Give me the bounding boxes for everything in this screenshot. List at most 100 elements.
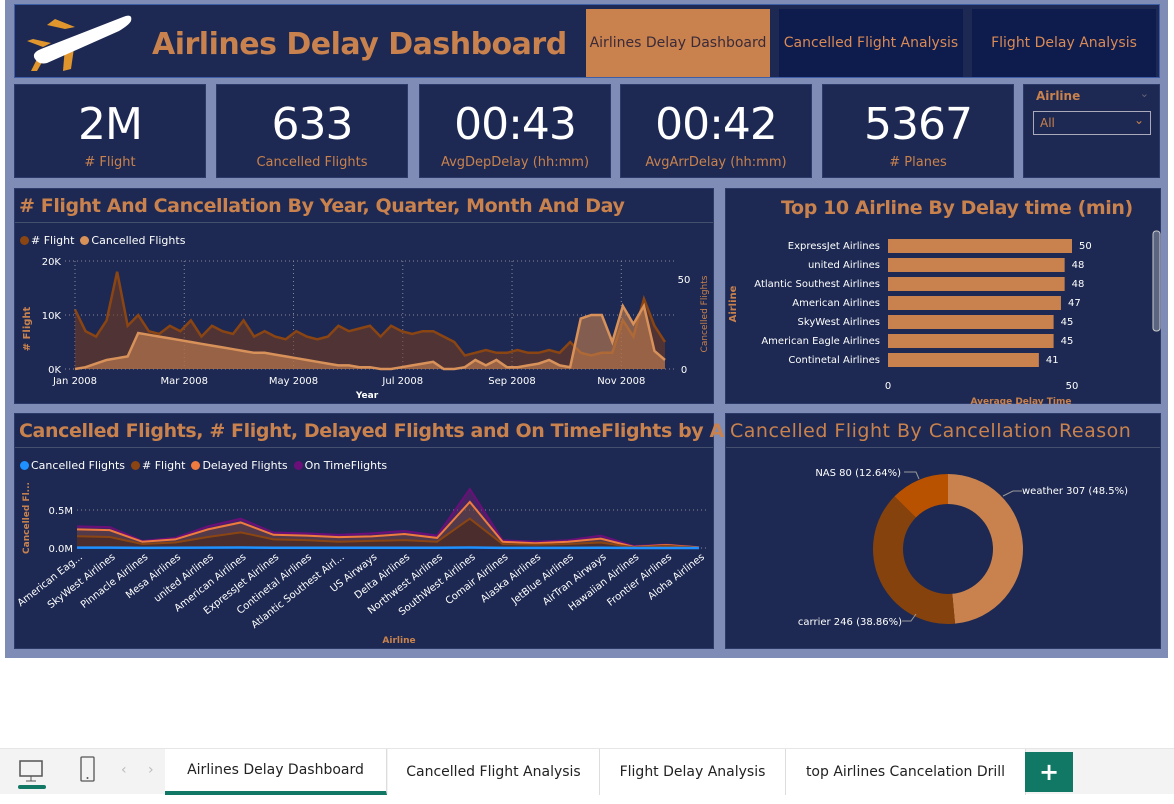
nav-airlines-delay-dashboard[interactable]: Airlines Delay Dashboard	[586, 9, 770, 77]
kpi-value: 633	[271, 99, 354, 150]
kpi-label: # Planes	[889, 155, 947, 170]
chevron-down-icon[interactable]: ⌄	[1139, 87, 1149, 100]
donut-slice-nas	[894, 474, 948, 518]
tab-airlines-delay-dashboard[interactable]: Airlines Delay Dashboard	[165, 749, 387, 795]
slicer-label: Airline	[1036, 89, 1081, 103]
chart-legend: Cancelled Flights # Flight Delayed Fligh…	[20, 459, 387, 472]
bar	[888, 277, 1065, 291]
bar-category-label: SkyWest Airlines	[798, 317, 880, 328]
scrollbar[interactable]	[1152, 230, 1161, 332]
chart-title: # Flight And Cancellation By Year, Quart…	[19, 195, 625, 217]
delay-bar-chart: Airline Average Delay Time ExpressJet Ai…	[728, 230, 1161, 405]
chart-legend: # Flight Cancelled Flights	[20, 234, 185, 247]
y-tick-label: 0.0M	[48, 544, 73, 555]
header-bar: Airlines Delay Dashboard Airlines Delay …	[14, 4, 1160, 78]
kpi-avg-dep-delay: 00:43 AvgDepDelay (hh:mm)	[419, 84, 611, 178]
chart-title: Cancelled Flight By Cancellation Reason	[730, 420, 1132, 442]
bar-data-label: 45	[1061, 317, 1074, 328]
y-tick-label: 0.5M	[48, 506, 73, 517]
series-line-cancelled-flights	[74, 302, 666, 371]
report-canvas: Airlines Delay Dashboard Airlines Delay …	[5, 0, 1168, 658]
chart-title: Cancelled Flights, # Flight, Delayed Fli…	[19, 420, 777, 442]
airline-flights-panel: Cancelled Flights, # Flight, Delayed Fli…	[14, 413, 777, 649]
y2-axis-title: Cancelled Flights	[700, 275, 710, 352]
desktop-view-icon[interactable]	[18, 759, 46, 789]
kpi-label: Cancelled Flights	[256, 155, 368, 170]
bar-data-label: 48	[1072, 279, 1085, 290]
bar-data-label: 47	[1068, 298, 1081, 309]
bar-category-label: Continetal Airlines	[788, 355, 880, 366]
series-line-on-timeflights	[76, 487, 700, 549]
slicer-dropdown[interactable]: All ⌄	[1033, 111, 1151, 135]
leader-line	[904, 471, 920, 480]
tab-cancelled-flight-analysis[interactable]: Cancelled Flight Analysis	[388, 749, 600, 795]
series-area-0	[75, 271, 665, 369]
x-axis-title: Year	[355, 391, 379, 401]
legend-item[interactable]: On TimeFlights	[293, 459, 387, 472]
slicer-value: All	[1040, 116, 1055, 130]
legend-item[interactable]: # Flight	[20, 234, 74, 247]
donut-data-label: weather 307 (48.5%)	[1022, 486, 1128, 497]
x-tick-label: Jul 2008	[381, 376, 423, 387]
top-airlines-delay-panel: Top 10 Airline By Delay time (min) Airli…	[725, 188, 1161, 405]
series-area-1	[77, 518, 699, 548]
series-line--flight	[76, 517, 700, 549]
nav-cancelled-flight-analysis[interactable]: Cancelled Flight Analysis	[779, 9, 963, 77]
bar-category-label: American Eagle Airlines	[761, 336, 880, 347]
scroll-right-icon[interactable]: ›	[148, 762, 154, 778]
chevron-down-icon: ⌄	[1133, 113, 1144, 127]
mobile-view-icon[interactable]	[79, 755, 97, 785]
y-tick-label: 20K	[42, 257, 62, 268]
bar-data-label: 45	[1061, 336, 1074, 347]
kpi-value: 00:43	[454, 99, 577, 150]
x-tick-label: 0	[885, 381, 891, 392]
page-title: Airlines Delay Dashboard	[152, 27, 567, 62]
legend-item[interactable]: Delayed Flights	[191, 459, 288, 472]
kpi-value: 5367	[864, 99, 973, 150]
legend-item[interactable]: Cancelled Flights	[80, 234, 185, 247]
y2-tick-label: 0	[681, 365, 687, 376]
bar	[888, 239, 1072, 253]
y2-tick-label: 50	[678, 275, 691, 286]
timeline-chart: # Flight Cancelled Flights Year 0K 10K 20K…	[22, 257, 710, 401]
kpi-label: # Flight	[84, 155, 136, 170]
leader-line	[902, 613, 917, 622]
series-area-1	[75, 306, 665, 369]
tab-top-airlines-cancelation-drill[interactable]: top Airlines Cancelation Drill	[786, 749, 1026, 795]
y-axis-title: Airline	[728, 285, 739, 322]
y-tick-label: 10K	[42, 311, 62, 322]
kpi-label: AvgArrDelay (hh:mm)	[645, 155, 787, 170]
x-tick-label: Nov 2008	[597, 376, 645, 387]
bar	[888, 258, 1065, 272]
cancellation-donut-chart: weather 307 (48.5%) carrier 246 (38.86%) N…	[798, 468, 1128, 628]
add-page-button[interactable]: +	[1025, 752, 1073, 792]
airline-slicer: Airline ⌄ All ⌄	[1023, 84, 1160, 178]
kpi-flights: 2M # Flight	[14, 84, 206, 178]
cancellation-reason-panel: Cancelled Flight By Cancellation Reason …	[725, 413, 1161, 649]
x-tick-label: Mar 2008	[161, 376, 209, 387]
legend-item[interactable]: # Flight	[131, 459, 185, 472]
x-axis-title: Average Delay Time	[971, 397, 1072, 405]
nav-flight-delay-analysis[interactable]: Flight Delay Analysis	[972, 9, 1156, 77]
kpi-cancelled: 633 Cancelled Flights	[216, 84, 408, 178]
y-axis-title: Cancelled Fl...	[22, 482, 32, 554]
leader-line	[1002, 490, 1022, 497]
donut-data-label: NAS 80 (12.64%)	[815, 468, 901, 479]
kpi-label: AvgDepDelay (hh:mm)	[440, 155, 590, 170]
x-tick-label: Aloha Airlines	[646, 552, 707, 603]
airline-area-chart: Cancelled Fl... Airline 0.0M0.5MAmerican…	[16, 482, 709, 646]
series-line--flight	[73, 271, 667, 357]
donut-slice-carrier	[873, 496, 956, 624]
scroll-left-icon[interactable]: ‹	[121, 762, 127, 778]
bar-category-label: American Airlines	[792, 298, 880, 309]
x-tick-label: Sep 2008	[488, 376, 535, 387]
legend-item[interactable]: Cancelled Flights	[20, 459, 125, 472]
y-axis-title: # Flight	[22, 306, 33, 351]
tab-flight-delay-analysis[interactable]: Flight Delay Analysis	[600, 749, 786, 795]
bar-category-label: ExpressJet Airlines	[788, 241, 880, 252]
bar-data-label: 41	[1046, 355, 1059, 366]
airplane-icon	[27, 15, 132, 71]
bar	[888, 315, 1054, 329]
series-line-delayed-flights	[76, 500, 700, 549]
bar	[888, 334, 1054, 348]
